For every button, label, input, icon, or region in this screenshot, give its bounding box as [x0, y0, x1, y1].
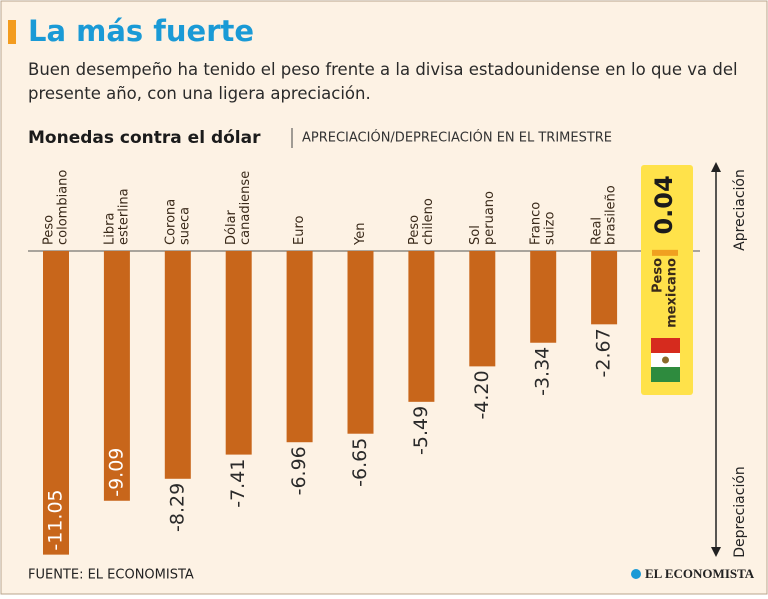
- subtitle-box: Buen desempeño ha tenido el peso frente …: [28, 60, 738, 103]
- category-label: colombiano: [56, 170, 71, 245]
- category-label: Peso: [42, 215, 57, 245]
- category-label: Peso: [651, 258, 666, 293]
- bar: [347, 250, 374, 434]
- category-label: chileno: [421, 198, 436, 245]
- logo: EL ECONOMISTA: [645, 566, 755, 581]
- category-label: Dólar: [224, 209, 239, 245]
- bar: [652, 249, 678, 256]
- flag-green: [651, 367, 680, 382]
- category-label: Peso: [407, 215, 422, 245]
- title-marker: [8, 20, 16, 44]
- category-label: suizo: [543, 212, 558, 245]
- chart-heading: Monedas contra el dólar: [28, 128, 261, 148]
- category-label: mexicano: [665, 258, 680, 328]
- flag-red: [651, 338, 680, 353]
- category-label: Sol: [468, 225, 483, 245]
- flag: [651, 338, 680, 382]
- category-label: Yen: [353, 223, 368, 246]
- value-label: -8.29: [166, 483, 188, 532]
- arrow-up: [711, 162, 721, 172]
- chart-subheading: APRECIACIÓN/DEPRECIACIÓN EN EL TRIMESTRE: [302, 130, 612, 146]
- category-label: sueca: [177, 207, 192, 245]
- value-label: -9.09: [105, 448, 127, 497]
- chart-title: La más fuerte: [28, 14, 254, 48]
- flag-emblem: [662, 356, 669, 364]
- value-label: -6.96: [288, 446, 310, 495]
- value-label: 0.04: [650, 175, 678, 234]
- axis-bottom-label: Depreciación: [732, 466, 748, 558]
- category-label: canadiense: [238, 171, 253, 245]
- category-label: Libra: [102, 213, 117, 245]
- category-label: Real: [590, 217, 605, 245]
- value-label: -7.41: [227, 459, 249, 508]
- bar: [591, 250, 618, 325]
- value-label: -6.65: [349, 438, 371, 487]
- bar: [225, 250, 252, 455]
- bar: [530, 250, 557, 343]
- category-label: Corona: [163, 199, 178, 245]
- axis-arrows: [711, 162, 721, 557]
- category-label: peruano: [482, 191, 497, 245]
- bar: [164, 250, 191, 479]
- source: FUENTE: EL ECONOMISTA: [28, 568, 194, 583]
- value-label: -2.67: [593, 328, 615, 377]
- axis-top-label: Apreciación: [732, 169, 748, 251]
- arrow-down: [711, 547, 721, 557]
- value-label: -4.20: [471, 370, 493, 419]
- bar: [103, 250, 130, 501]
- bar: [43, 250, 69, 555]
- logo-icon: [631, 569, 641, 579]
- bar: [286, 250, 313, 443]
- value-label: -5.49: [410, 406, 432, 455]
- highlight-panel: [641, 165, 693, 395]
- category-label: brasileño: [604, 185, 619, 245]
- category-label: esterlina: [116, 188, 131, 245]
- subtitle: Buen desempeño ha tenido el peso frente …: [28, 60, 738, 103]
- value-label: -3.34: [532, 347, 554, 396]
- category-label: Euro: [292, 215, 307, 245]
- bar: [469, 250, 496, 367]
- category-label: Franco: [529, 202, 544, 245]
- value-label: -11.05: [45, 489, 67, 550]
- bar: [408, 250, 435, 402]
